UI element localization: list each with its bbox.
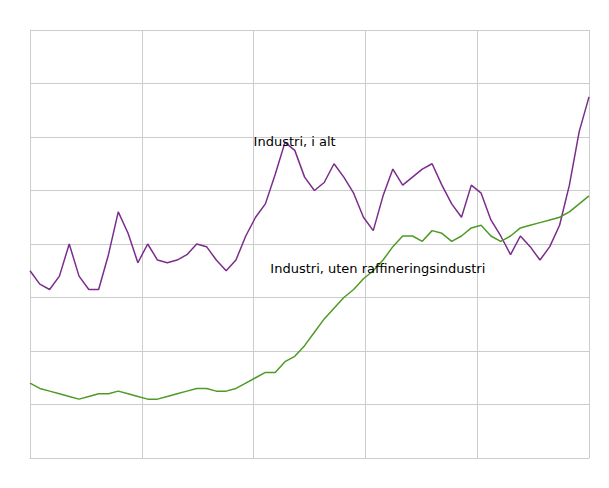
svg-text:Industri, i alt: Industri, i alt bbox=[254, 134, 336, 149]
svg-text:Industri, uten raffineringsind: Industri, uten raffineringsindustri bbox=[270, 261, 485, 276]
